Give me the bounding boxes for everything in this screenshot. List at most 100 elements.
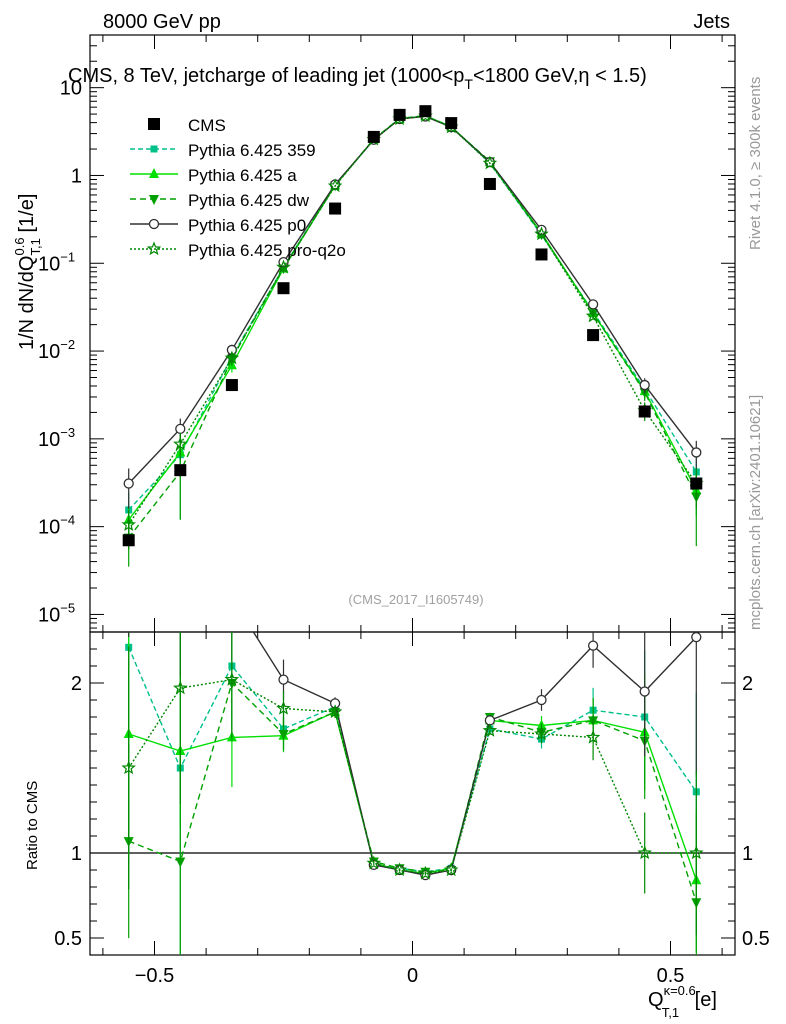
series-pythia-6-425-pro-q2o-point [276,259,291,274]
watermark: (CMS_2017_I1605749) [348,592,483,607]
series-pythia-6-425-pro-q2o-ratio-point [121,760,136,775]
y-tick-label-main: 10−1 [38,249,75,275]
main-plot-frame [89,34,736,633]
series-pythia-6-425-pro-q2o-ratio-point [173,680,188,695]
data-point-cms [587,329,600,342]
axes-layer: −0.5 0 0.5 10 1 10−1 10−2 10−3 10−4 10−5 2 2 1 1 0.5 0.… [38,35,770,987]
series-pythia-6-425-pro-q2o-point [534,226,549,241]
series-pythia-6-425-p0-ratio-line [252,632,697,876]
side-label-bottom: mcplots.cern.ch [arXiv:2401.10621] [747,395,764,630]
series-layer [121,105,704,955]
x-tick-label: −0.5 [135,965,174,987]
main-panel [121,105,704,567]
y-tick-label-main: 10 [60,78,82,100]
series-pythia-6-425-p0-line [128,115,697,484]
series-pythia-6-425-pro-q2o-point [482,155,498,170]
series-pythia-6-425-pro-q2o-ratio-point [327,704,343,719]
data-point-cms [393,108,406,121]
series-pythia-6-425-pro-q2o-ratio-point [224,671,240,686]
series-pythia-6-425-p0-ratio-point [536,694,547,706]
data-point-cms [329,202,342,215]
legend-label: Pythia 6.425 p0 [188,216,306,235]
data-point-cms [277,282,290,295]
y-axis-label-main: 1/N dN/dQ0.6T,1 [1/e] [12,194,43,350]
y-tick-label-main: 10−3 [38,425,75,451]
series-pythia-6-425-a-ratio-line [128,710,697,881]
series-pythia-6-425-pro-q2o-point [173,436,188,451]
series-pythia-6-425-p0-ratio-point [227,594,236,603]
series-pythia-6-425-p0-ratio-point [587,640,599,651]
y-tick-label-ratio-right: 2 [742,673,753,695]
series-pythia-6-425-pro-q2o-ratio-point [689,845,704,860]
header-right: Jets [693,11,730,33]
y-tick-label-main: 10−4 [38,513,75,539]
chart-title: CMS, 8 TeV, jetcharge of leading jet (10… [68,65,647,92]
series-pythia-6-425-pro-q2o-ratio-point [637,845,652,860]
series-pythia-6-425-pro-q2o-ratio-point [418,865,433,880]
y-tick-label-ratio-right: 0.5 [742,928,770,950]
y-tick-label-ratio-right: 1 [742,843,753,865]
legend-marker [146,241,162,256]
legend-marker [149,168,159,178]
ratio-plot-frame [89,631,736,956]
series-pythia-6-425-pro-q2o-point [327,178,343,193]
series-pythia-6-425-p0-ratio-point [639,686,650,697]
y-tick-label-main: 1 [71,165,82,187]
legend-label: Pythia 6.425 a [188,166,297,185]
series-pythia-6-425-dw-ratio-line [128,681,697,903]
series-pythia-6-425-pro-q2o-ratio-point [482,722,498,737]
series-pythia-6-425-p0-point [587,299,599,310]
series-pythia-6-425-pro-q2o-ratio-line [128,678,697,875]
x-axis-label: Qκ=0.6 T,1 [e] [648,983,717,1020]
header-left: 8000 GeV pp [103,11,221,33]
legend-label: Pythia 6.425 359 [188,141,316,160]
series-pythia-6-425-p0-point [639,379,650,391]
data-point-cms [483,177,496,190]
x-tick-label: 0 [407,965,418,987]
legend-label: Pythia 6.425 dw [188,191,310,210]
side-label-top: Rivet 4.1.0, ≥ 300k events [747,77,764,250]
series-pythia-6-425-pro-q2o-ratio-point [534,726,549,741]
y-tick-label-ratio: 1 [71,843,82,865]
series-pythia-6-425-pro-q2o-point [121,517,136,531]
series-pythia-6-425-pro-q2o-ratio-point [366,855,382,870]
series-pythia-6-425-pro-q2o-point [585,308,601,323]
data-point-cms [445,117,458,130]
legend-marker [150,145,158,153]
y-tick-label-main: 10−2 [38,337,75,363]
series-pythia-6-425-p0-ratio-point [278,674,289,685]
legend-marker [148,218,160,230]
y-tick-label-main: 10−5 [38,600,75,626]
data-point-cms [122,534,135,547]
series-pythia-6-425-pro-q2o-ratio-point [276,700,291,715]
x-tick-label: 0.5 [657,965,685,987]
y-axis-label-ratio: Ratio to CMS [24,781,41,870]
data-point-cms [638,405,651,418]
series-pythia-6-425-pro-q2o-ratio-point [443,862,459,877]
series-pythia-6-425-p0-ratio-point [124,271,133,280]
series-pythia-6-425-p0-ratio-point [691,632,702,643]
y-tick-label-ratio: 0.5 [54,928,82,950]
series-pythia-6-425-359-ratio-line [128,647,697,873]
legend-marker [149,195,159,205]
legend-label: Pythia 6.425 pro-q2o [188,241,346,260]
ratio-panel [121,271,704,955]
series-pythia-6-425-pro-q2o-ratio-point [392,862,407,877]
series-pythia-6-425-pro-q2o-point [224,350,240,365]
series-pythia-6-425-p0-point [123,478,134,489]
series-pythia-6-425-pro-q2o-ratio-point [585,729,601,744]
legend: CMS Pythia 6.425 359 Pythia 6.425 a Pythia … [130,116,346,260]
data-point-cms [367,130,380,143]
legend-marker-cms [148,118,160,130]
series-pythia-6-425-dw-ratio-point [278,730,289,740]
data-point-cms [225,379,238,392]
data-point-cms [535,248,548,261]
series-pythia-6-425-dw-ratio-point [175,857,186,868]
data-point-cms [419,105,432,118]
series-pythia-6-425-pro-q2o-line [128,115,697,526]
data-point-cms [174,464,187,477]
data-point-cms [690,477,703,490]
series-pythia-6-425-p0-point [175,423,186,434]
legend-label-cms: CMS [188,116,226,135]
